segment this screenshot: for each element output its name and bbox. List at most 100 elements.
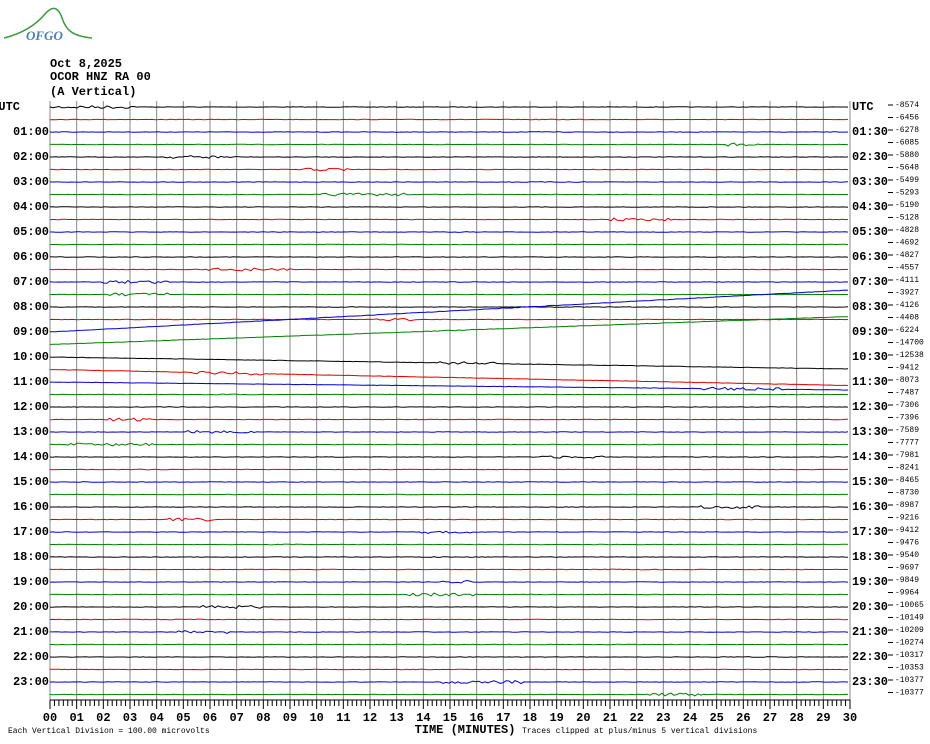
left-time-label: 14:00 [13, 450, 49, 464]
offset-label: -9476 [895, 539, 919, 548]
offset-label: -6224 [895, 326, 919, 335]
left-time-label: 05:00 [13, 225, 49, 239]
left-time-label: 22:00 [13, 650, 49, 664]
x-tick-label: 02 [96, 711, 110, 725]
right-time-label: 18:30 [852, 550, 888, 564]
right-time-label: 15:30 [852, 475, 888, 489]
trace [49, 455, 849, 459]
right-time-label: 05:30 [852, 225, 888, 239]
offset-label: -5880 [895, 151, 919, 160]
trace [50, 243, 849, 246]
left-time-label: 12:00 [13, 400, 49, 414]
trace [49, 279, 849, 285]
x-tick-label: 21 [603, 711, 617, 725]
trace [50, 630, 849, 634]
x-tick-label: 00 [43, 711, 57, 725]
right-time-label: 17:30 [852, 525, 888, 539]
offset-label: -8987 [895, 501, 919, 510]
offset-label: -5499 [895, 176, 919, 185]
x-tick-label: 19 [549, 711, 563, 725]
left-time-label: 01:00 [13, 125, 49, 139]
trace [49, 505, 849, 509]
station: OCOR HNZ RA 00 [50, 70, 151, 84]
trace [49, 543, 849, 546]
offset-label: -7487 [895, 389, 919, 398]
trace [49, 131, 849, 133]
clip-note: Traces clipped at plus/minus 5 vertical … [522, 727, 757, 736]
trace [49, 442, 849, 447]
right-time-label: UTC [852, 100, 874, 114]
offset-label: -9412 [895, 526, 919, 535]
x-tick-label: 16 [469, 711, 483, 725]
trace [49, 192, 848, 197]
offset-label: -10353 [895, 664, 924, 673]
right-time-label: 07:30 [852, 275, 888, 289]
x-tick-label: 26 [736, 711, 750, 725]
right-time-label: 20:30 [852, 600, 888, 614]
offset-label: -8465 [895, 476, 919, 485]
right-time-label: 21:30 [852, 625, 888, 639]
left-time-label: 04:00 [13, 200, 49, 214]
offset-label: -9412 [895, 364, 919, 373]
x-tick-label: 14 [416, 711, 430, 725]
left-time-label: UTC [0, 100, 20, 114]
axis-title: TIME (MINUTES) [415, 723, 516, 737]
offset-label: -7396 [895, 414, 919, 423]
offset-label: -9540 [895, 551, 919, 560]
right-time-label: 09:30 [852, 325, 888, 339]
trace [49, 393, 849, 396]
trace [49, 618, 849, 621]
trace [49, 217, 849, 222]
left-time-label: 02:00 [13, 150, 49, 164]
left-time-label: 11:00 [13, 375, 49, 389]
offset-label: -9216 [895, 514, 919, 523]
logo-text: OFGO [26, 28, 63, 43]
left-time-label: 20:00 [13, 600, 49, 614]
offset-label: -14700 [895, 339, 924, 348]
right-time-label: 08:30 [852, 300, 888, 314]
x-tick-label: 29 [816, 711, 830, 725]
scale-note: Each Vertical Division = 100.00 microvol… [8, 727, 210, 736]
x-tick-label: 04 [149, 711, 163, 725]
right-time-label: 22:30 [852, 650, 888, 664]
trace [49, 306, 849, 308]
component: (A Vertical) [50, 85, 136, 99]
trace [49, 105, 849, 109]
offset-label: -9849 [895, 576, 919, 585]
offset-label: -5128 [895, 214, 919, 223]
offset-label: -8730 [895, 489, 919, 498]
grid [49, 101, 851, 709]
labels: 00 01 02 03 04 05 06 07 08 09 10 11 12 13 14 15 16 17 18 19… [0, 100, 924, 725]
trace [49, 267, 849, 272]
trace [49, 181, 849, 183]
trace [50, 167, 849, 172]
trace [50, 381, 849, 391]
offset-label: -4557 [895, 264, 919, 273]
trace [50, 369, 849, 387]
trace [50, 231, 849, 233]
trace [49, 468, 849, 471]
x-tick-label: 23 [656, 711, 670, 725]
trace [50, 142, 849, 147]
trace [49, 692, 849, 697]
trace [49, 530, 848, 534]
x-tick-label: 09 [283, 711, 297, 725]
trace [49, 481, 849, 483]
offset-label: -9964 [895, 589, 919, 598]
left-time-label: 18:00 [13, 550, 49, 564]
right-time-label: 13:30 [852, 425, 888, 439]
x-tick-label: 27 [763, 711, 777, 725]
x-tick-label: 25 [709, 711, 723, 725]
trace [49, 604, 849, 609]
x-tick-label: 30 [843, 711, 857, 725]
x-tick-label: 01 [69, 711, 83, 725]
offset-label: -4126 [895, 301, 919, 310]
offset-label: -3927 [895, 289, 919, 298]
offset-label: -4827 [895, 251, 919, 260]
x-tick-label: 06 [203, 711, 217, 725]
offset-label: -5190 [895, 201, 919, 210]
trace [50, 493, 848, 496]
right-time-label: 04:30 [852, 200, 888, 214]
x-tick-label: 24 [683, 711, 697, 725]
